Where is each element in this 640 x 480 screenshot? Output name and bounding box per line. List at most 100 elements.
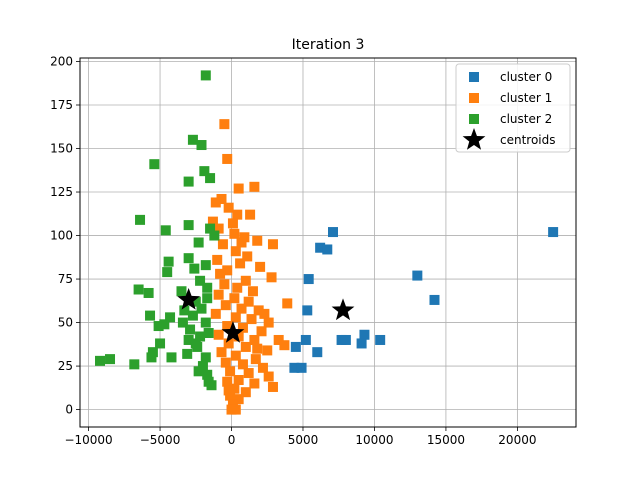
cluster-2-point [176,286,187,297]
cluster-0-point [375,334,386,345]
cluster-2-point [200,317,211,328]
cluster-1-point [213,223,224,234]
cluster-1-point [230,246,241,257]
cluster-2-point [149,159,160,170]
cluster-1-point [219,279,230,290]
cluster-1-point [219,119,230,130]
cluster-1-point [229,228,240,239]
cluster-1-point [233,331,244,342]
cluster-1-point [263,317,274,328]
cluster-1-point [217,239,228,250]
cluster-2-point [163,256,174,267]
cluster-1-point [240,275,251,286]
cluster-2-point [202,293,213,304]
cluster-2-point [135,214,146,225]
cluster-2-point [206,380,217,391]
cluster-1-point [249,181,260,192]
legend: cluster 0 cluster 1 cluster 2 centroids [455,63,571,153]
cluster-1-point [240,387,251,398]
cluster-2-point [105,354,116,365]
cluster-2-point [193,366,204,377]
cluster-2-point [205,223,216,234]
cluster-1-point [267,239,278,250]
y-tick-label: 175 [50,98,73,112]
cluster-1-point [257,362,268,373]
cluster-0-point [312,347,323,358]
legend-centroid-marker [462,128,486,150]
x-tick-label: 0 [228,433,236,447]
cluster-1-point [263,371,274,382]
cluster-1-point [245,209,256,220]
cluster-1-point [252,235,263,246]
x-tick-label: 20000 [498,433,536,447]
cluster-2-point [189,263,200,274]
chart-title: Iteration 3 [292,37,365,53]
cluster-2-point [183,176,194,187]
y-tick-label: 125 [50,185,73,199]
cluster-2-point [133,284,144,295]
cluster-1-point [233,375,244,386]
cluster-1-point [210,308,221,319]
cluster-2-point [196,303,207,314]
cluster-1-point [236,303,247,314]
cluster-2-point [183,220,194,231]
cluster-1-point [253,305,264,316]
data-points [95,70,559,415]
cluster-2-point [179,305,190,316]
axes: −10000 −5000 0 5000 10000 15000 20000 0 25 50 75 10… [50,54,536,447]
cluster-1-point [279,340,290,351]
cluster-0-point [289,362,300,373]
cluster-0-point [303,274,314,285]
cluster-1-point [237,359,248,370]
cluster-1-point [246,314,257,325]
legend-label: centroids [500,133,556,147]
cluster-1-point [249,378,260,389]
x-tick-label: 5000 [288,433,319,447]
cluster-2-point [197,361,208,372]
cluster-1-point [239,232,250,243]
cluster-0-point [359,329,370,340]
cluster-0-point [296,362,307,373]
cluster-1-point [273,334,284,345]
cluster-0-point [315,242,326,253]
cluster-2-point [162,267,173,278]
cluster-2-point [187,310,198,321]
cluster-1-point [233,394,244,405]
y-tick-label: 50 [58,316,73,330]
cluster-1-point [230,350,241,361]
x-tick-label: 10000 [355,433,393,447]
cluster-2-point [190,296,201,307]
cluster-1-point [232,209,243,220]
cluster-2-point [160,225,171,236]
cluster-1-point [249,334,260,345]
cluster-1-point [247,286,258,297]
cluster-1-point [237,322,248,333]
centroid-marker [177,287,201,310]
cluster-1-point [259,308,270,319]
legend-box [455,63,571,153]
cluster-2-point [190,338,201,349]
cluster-0-point [322,244,333,255]
cluster-1-point [227,399,238,410]
legend-label: cluster 2 [500,112,552,126]
y-tick-label: 25 [58,359,73,373]
cluster-2-point [195,331,206,342]
cluster-1-point [233,183,244,194]
cluster-1-point [212,254,223,265]
x-tick-label: −5000 [140,433,181,447]
centroid-marker [221,321,245,343]
cluster-2-point [185,324,196,335]
cluster-1-point [236,237,247,248]
cluster-2-point [199,166,210,177]
cluster-2-point [153,321,164,332]
legend-label: cluster 0 [500,70,552,84]
cluster-0-point [340,334,351,345]
cluster-1-point [235,258,246,269]
cluster-2-point [95,355,106,366]
cluster-2-point [183,334,194,345]
cluster-1-point [266,272,277,283]
cluster-1-point [250,354,261,365]
cluster-0-point [356,338,367,349]
cluster-2-point [182,348,193,359]
